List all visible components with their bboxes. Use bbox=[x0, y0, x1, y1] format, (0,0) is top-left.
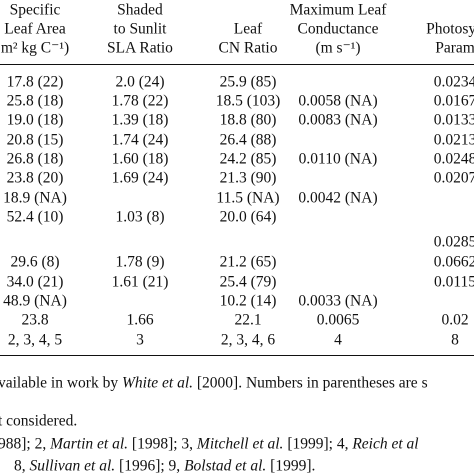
table-cell: 0.0033 (NA) bbox=[298, 292, 378, 310]
header-cell: CN Ratio bbox=[218, 39, 278, 57]
table-cell: 0.0662 bbox=[433, 253, 474, 271]
table-cell: 1.03 (8) bbox=[115, 208, 165, 226]
footnote-text: [1999]; 4, bbox=[283, 435, 353, 453]
table-cell: 1.78 (9) bbox=[115, 253, 165, 271]
table-cell: 21.3 (90) bbox=[219, 169, 277, 187]
table-cell: 18.8 (80) bbox=[219, 111, 277, 129]
table-cell: 0.0285 bbox=[433, 233, 474, 251]
table-cell: 0.0248 bbox=[433, 150, 474, 168]
bottom-rule bbox=[0, 355, 474, 356]
header-cell: to Sunlit bbox=[113, 20, 167, 38]
table-cell: 0.0167 bbox=[433, 92, 474, 110]
table-cell: 25.9 (85) bbox=[219, 73, 277, 91]
table-cell: 0.0083 (NA) bbox=[298, 111, 378, 129]
header-cell: Leaf Area bbox=[4, 20, 66, 38]
table-cell: 34.0 (21) bbox=[6, 273, 64, 291]
table-cell: 21.2 (65) bbox=[219, 253, 277, 271]
table-cell: 18.9 (NA) bbox=[3, 189, 67, 207]
citation-author: White et al. bbox=[121, 374, 194, 392]
footnote: 988]; 2, Martin et al. [1998]; 3, Mitche… bbox=[0, 436, 419, 452]
citation-author: Sullivan et al. bbox=[29, 457, 116, 474]
table-cell: 48.9 (NA) bbox=[3, 292, 67, 310]
table-cell: 3 bbox=[136, 331, 144, 349]
footnote-text: t considered. bbox=[0, 412, 78, 430]
footnote-text: [2000]. Numbers in parentheses are s bbox=[193, 374, 428, 392]
table-cell: 25.4 (79) bbox=[219, 273, 277, 291]
table-cell: 26.8 (18) bbox=[6, 150, 64, 168]
footnote-text: [1999]. bbox=[266, 457, 316, 474]
table-cell: 0.0207 bbox=[433, 169, 474, 187]
table-cell: 1.61 (21) bbox=[111, 273, 169, 291]
header-cell: Photosyn bbox=[426, 20, 474, 38]
table-cell: 10.2 (14) bbox=[219, 292, 277, 310]
table-cell: 1.78 (22) bbox=[111, 92, 169, 110]
table-cell: 0.0133 bbox=[433, 111, 474, 129]
table-cell: 19.0 (18) bbox=[6, 111, 64, 129]
table-cell: 0.0042 (NA) bbox=[298, 189, 378, 207]
table-cell: 25.8 (18) bbox=[6, 92, 64, 110]
table-cell: 29.6 (8) bbox=[10, 253, 60, 271]
table-cell: 22.1 bbox=[234, 311, 262, 329]
citation-author: Martin et al. bbox=[50, 435, 129, 453]
table-cell: 1.66 bbox=[126, 311, 154, 329]
table-cell: 8 bbox=[451, 331, 459, 349]
table-cell: 0.0065 bbox=[316, 311, 360, 329]
header-rule bbox=[0, 64, 474, 65]
table-cell: 0.0213 bbox=[433, 131, 474, 149]
citation-author: Mitchell et al. bbox=[196, 435, 284, 453]
footnote-text: 8, bbox=[14, 457, 30, 474]
table-cell: 2, 3, 4, 5 bbox=[7, 331, 63, 349]
footnote: 8, Sullivan et al. [1996]; 9, Bolstad et… bbox=[14, 458, 315, 474]
citation-author: Bolstad et al. bbox=[184, 457, 267, 474]
footnote: t considered. bbox=[0, 413, 77, 429]
table-cell: 11.5 (NA) bbox=[216, 189, 280, 207]
table-cell: 1.74 (24) bbox=[111, 131, 169, 149]
header-cell: Conductance bbox=[297, 20, 379, 38]
table-cell: 1.60 (18) bbox=[111, 150, 169, 168]
footnote: vailable in work by White et al. [2000].… bbox=[0, 375, 428, 391]
table-cell: 18.5 (103) bbox=[215, 92, 281, 110]
table-cell: 0.0058 (NA) bbox=[298, 92, 378, 110]
table-cell: 24.2 (85) bbox=[219, 150, 277, 168]
table-cell: 4 bbox=[334, 331, 342, 349]
table-cell: 23.8 (20) bbox=[6, 169, 64, 187]
header-cell: Shaded bbox=[117, 1, 163, 19]
footnote-text: 988]; 2, bbox=[0, 435, 51, 453]
table-cell: 2, 3, 4, 6 bbox=[220, 331, 276, 349]
header-cell: SLA Ratio bbox=[107, 39, 173, 57]
table-cell: 20.8 (15) bbox=[6, 131, 64, 149]
header-cell: m² kg C⁻¹) bbox=[0, 39, 70, 57]
table-cell: 26.4 (88) bbox=[219, 131, 277, 149]
header-cell: Leaf bbox=[233, 20, 263, 38]
header-cell: Maximum Leaf bbox=[289, 1, 387, 19]
footnote-text: [1998]; 3, bbox=[128, 435, 197, 453]
table-cell: 0.0110 (NA) bbox=[298, 150, 378, 168]
table-cell: 1.69 (24) bbox=[111, 169, 169, 187]
table-cell: 1.39 (18) bbox=[111, 111, 169, 129]
table-cell: 52.4 (10) bbox=[6, 208, 64, 226]
header-cell: (m s⁻¹) bbox=[315, 39, 361, 57]
table-cell: 0.0234 bbox=[433, 73, 474, 91]
header-cell: Param bbox=[435, 39, 474, 57]
header-cell: Specific bbox=[9, 1, 61, 19]
table-cell: 0.02 bbox=[441, 311, 469, 329]
citation-author: Reich et al bbox=[352, 435, 419, 453]
table-cell: 23.8 bbox=[21, 311, 49, 329]
table-cell: 20.0 (64) bbox=[219, 208, 277, 226]
footnote-text: [1996]; 9, bbox=[115, 457, 185, 474]
footnote-text: vailable in work by bbox=[0, 374, 122, 392]
table-cell: 17.8 (22) bbox=[6, 73, 64, 91]
table-cell: 2.0 (24) bbox=[115, 73, 165, 91]
table-cell: 0.0115 bbox=[433, 273, 474, 291]
